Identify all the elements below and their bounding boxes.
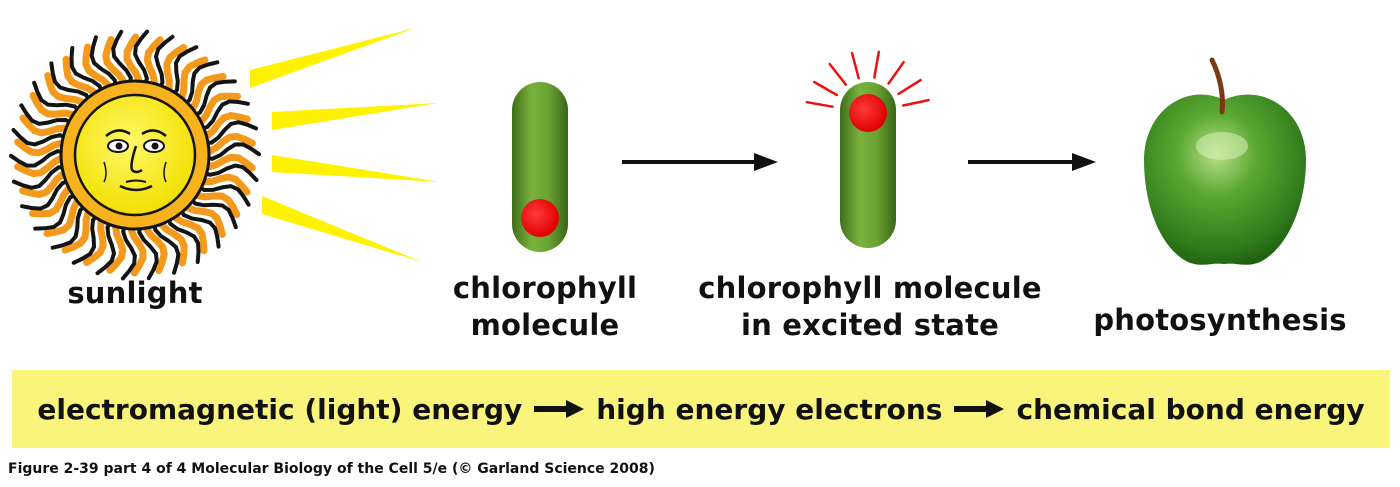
- energy-step-3: chemical bond energy: [1016, 392, 1365, 426]
- chlorophyll-label-line2: molecule: [470, 308, 620, 342]
- excited-label-line2: in excited state: [741, 308, 999, 342]
- energy-step-1: electromagnetic (light) energy: [37, 392, 523, 426]
- arrow-icon: [968, 153, 1096, 171]
- arrow-icon: [954, 400, 1005, 418]
- apple-icon: [1144, 57, 1306, 265]
- stage-label-excited: chlorophyll molecule in excited state: [680, 270, 1060, 344]
- chlorophyll-molecule-icon: [512, 82, 568, 252]
- light-beams: [250, 28, 440, 262]
- figure-caption: Figure 2-39 part 4 of 4 Molecular Biolog…: [8, 461, 655, 477]
- stage-label-photosynthesis: photosynthesis: [1070, 302, 1370, 339]
- excited-chlorophyll-icon: [805, 50, 930, 248]
- stage-label-chlorophyll: chlorophyll molecule: [430, 270, 660, 344]
- arrow-icon: [622, 153, 778, 171]
- excited-label-line1: chlorophyll molecule: [698, 271, 1042, 305]
- sun-icon: [9, 29, 261, 281]
- stage-label-sunlight: sunlight: [40, 275, 230, 312]
- photosynthesis-label: photosynthesis: [1093, 303, 1347, 337]
- arrow-icon: [534, 400, 585, 418]
- chlorophyll-label-line1: chlorophyll: [452, 271, 638, 305]
- energy-band: electromagnetic (light) energy high ener…: [12, 370, 1390, 448]
- energy-step-2: high energy electrons: [596, 392, 943, 426]
- sunlight-label: sunlight: [67, 276, 203, 310]
